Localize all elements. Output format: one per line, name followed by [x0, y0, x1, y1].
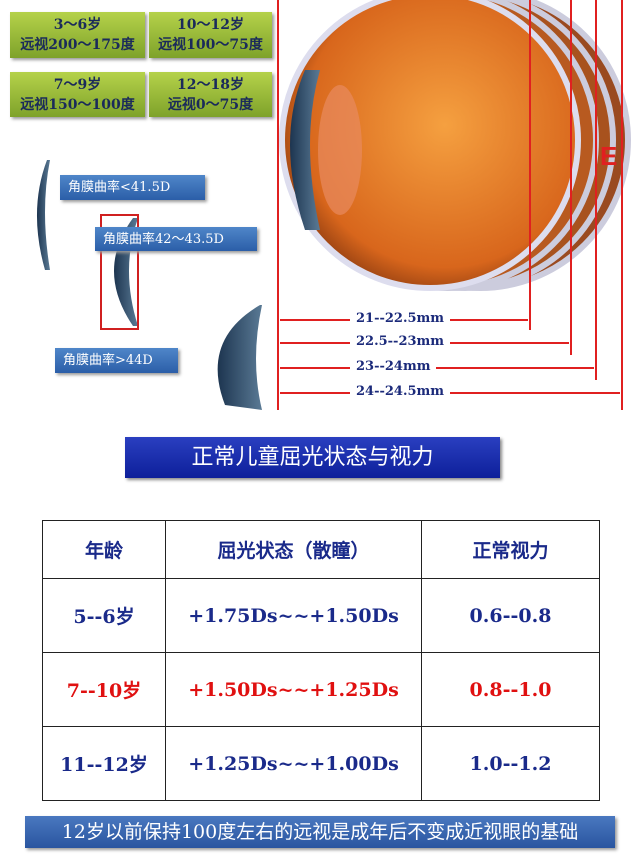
header-vision: 正常视力: [421, 520, 600, 579]
table-row: 11--12岁 +1.25Ds~~+1.00Ds 1.0--1.2: [42, 726, 600, 801]
eyeball-layers: [279, 0, 631, 291]
eye-letter: E: [600, 141, 617, 171]
footer-banner: 12岁以前保持100度左右的远视是成年后不变成近视眼的基础: [25, 816, 615, 848]
age: 12～18岁: [177, 77, 244, 93]
hyperopia: 远视200～175度: [20, 37, 135, 53]
page-title: 正常儿童屈光状态与视力: [125, 437, 500, 478]
lens: [318, 85, 362, 215]
cell-vision: 0.6--0.8: [421, 578, 600, 653]
cell-refraction: +1.25Ds~~+1.00Ds: [165, 726, 422, 801]
age-box-12-18: 12～18岁 远视0～75度: [149, 72, 272, 117]
age-box-10-12: 10～12岁远视100～75度: [149, 12, 272, 58]
table-row: 7--10岁 +1.50Ds~~+1.25Ds 0.8--1.0: [42, 652, 600, 727]
cell-refraction: +1.50Ds~~+1.25Ds: [165, 652, 422, 727]
refraction-table: 年龄 屈光状态（散瞳） 正常视力 5--6岁 +1.75Ds~~+1.50Ds …: [42, 520, 600, 801]
cornea-label-medium: 角膜曲率42～43.5D: [95, 227, 257, 251]
cell-age: 5--6岁: [42, 578, 166, 653]
hyperopia: 远视150～100度: [20, 97, 135, 113]
age-box-3-6: 3～6岁远视200～175度: [10, 12, 145, 58]
cell-age: 11--12岁: [42, 726, 166, 801]
cornea-label-flat: 角膜曲率<41.5D: [60, 175, 205, 200]
highlight-box: [100, 214, 139, 330]
axial-length-4: 24--24.5mm: [350, 384, 451, 399]
cornea-label-steep: 角膜曲率>44D: [55, 348, 178, 373]
table-header: 年龄 屈光状态（散瞳） 正常视力: [42, 520, 600, 579]
axial-length-2: 22.5--23mm: [350, 334, 451, 349]
table-row: 5--6岁 +1.75Ds~~+1.50Ds 0.6--0.8: [42, 578, 600, 653]
cornea: [290, 70, 320, 230]
age: 7～9岁: [53, 77, 102, 93]
cell-vision: 1.0--1.2: [421, 726, 600, 801]
hyperopia: 远视0～75度: [167, 97, 254, 113]
cell-vision: 0.8--1.0: [421, 652, 600, 727]
age-box-7-9: 7～9岁远视150～100度: [10, 72, 145, 117]
header-refraction: 屈光状态（散瞳）: [165, 520, 422, 579]
cell-refraction: +1.75Ds~~+1.50Ds: [165, 578, 422, 653]
axial-length-3: 23--24mm: [350, 359, 437, 374]
cornea-flat: [36, 160, 50, 270]
age: 10～12岁: [177, 17, 244, 33]
eye-diagram: E: [36, 0, 631, 410]
hyperopia: 远视100～75度: [158, 37, 263, 53]
axial-length-1: 21--22.5mm: [350, 311, 451, 326]
header-age: 年龄: [42, 520, 166, 579]
age: 3～6岁: [53, 17, 102, 33]
cornea-steep: [217, 305, 262, 410]
cell-age: 7--10岁: [42, 652, 166, 727]
